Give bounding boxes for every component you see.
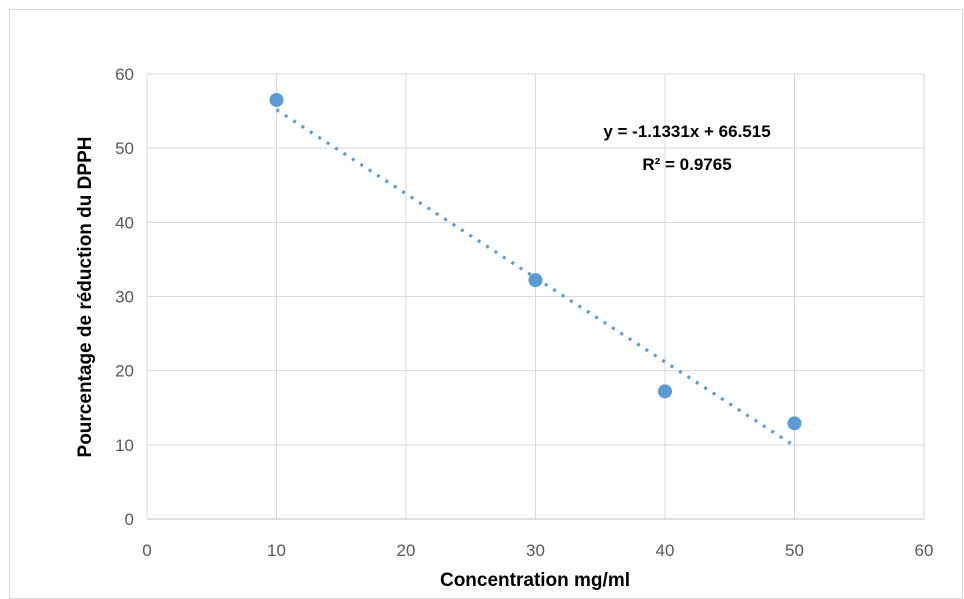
trendline-r-squared: R² = 0.9765 [642,155,731,174]
x-tick-label: 40 [656,541,675,560]
data-points [269,92,802,431]
y-tick-labels: 0 10 20 30 40 50 60 [115,65,134,529]
x-tick-label: 50 [785,541,804,560]
y-tick-label: 20 [115,362,134,381]
x-tick-label: 20 [397,541,416,560]
trendline-path [275,108,796,448]
gridlines [147,73,925,519]
trendline-equation: y = -1.1331x + 66.515 [603,122,770,141]
x-tick-label: 10 [267,541,286,560]
y-axis-title: Pourcentage de réduction du DPPH [75,137,96,458]
trendline [275,108,796,448]
y-tick-label: 10 [115,436,134,455]
x-tick-labels: 0 10 20 30 40 50 60 [142,541,933,560]
y-tick-label: 30 [115,288,134,307]
data-point [269,92,284,107]
data-point [787,416,802,431]
axes [146,74,924,520]
x-tick-label: 60 [915,541,934,560]
x-tick-label: 0 [142,541,151,560]
data-point [528,273,543,288]
y-tick-label: 60 [115,65,134,84]
y-tick-label: 50 [115,139,134,158]
y-tick-label: 40 [115,213,134,232]
data-point [658,384,672,399]
y-tick-label: 0 [125,510,134,529]
x-axis-title: Concentration mg/ml [440,570,630,590]
x-tick-label: 30 [526,541,545,560]
